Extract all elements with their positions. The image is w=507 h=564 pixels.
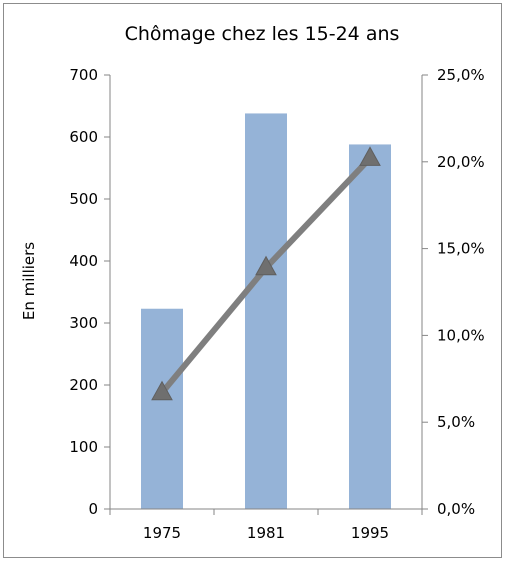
left-tick-label: 300 bbox=[69, 314, 98, 332]
right-tick-label: 15,0% bbox=[437, 240, 485, 258]
chart-svg: Chômage chez les 15-24 ans En milliers 0… bbox=[20, 23, 485, 542]
chart-frame: Chômage chez les 15-24 ans En milliers 0… bbox=[3, 3, 502, 558]
left-tick-label: 700 bbox=[69, 66, 98, 84]
x-tick-label: 1981 bbox=[247, 524, 285, 542]
right-tick-label: 10,0% bbox=[437, 326, 485, 344]
left-tick-label: 0 bbox=[88, 500, 98, 518]
x-tick-label: 1995 bbox=[351, 524, 389, 542]
left-tick-label: 500 bbox=[69, 190, 98, 208]
right-tick-label: 25,0% bbox=[437, 66, 485, 84]
x-tick-label: 1975 bbox=[143, 524, 181, 542]
line-point-1981 bbox=[255, 255, 277, 276]
left-tick-label: 200 bbox=[69, 376, 98, 394]
left-tick-label: 400 bbox=[69, 252, 98, 270]
line-point-1975 bbox=[151, 380, 173, 401]
right-tick-label: 5,0% bbox=[437, 413, 475, 431]
right-tick-label: 20,0% bbox=[437, 153, 485, 171]
bar-1995 bbox=[349, 144, 391, 509]
left-tick-label: 600 bbox=[69, 128, 98, 146]
plot-area: 0 100 200 300 400 500 600 700 0,0% 5,0% 10,0% 15,0%… bbox=[69, 66, 484, 542]
chart-title: Chômage chez les 15-24 ans bbox=[125, 23, 400, 45]
left-tick-label: 100 bbox=[69, 438, 98, 456]
y-axis-label: En milliers bbox=[20, 242, 38, 320]
bar-1975 bbox=[141, 308, 183, 509]
bar-1981 bbox=[245, 113, 287, 509]
line-point-1995 bbox=[359, 146, 381, 166]
right-tick-label: 0,0% bbox=[437, 500, 475, 518]
